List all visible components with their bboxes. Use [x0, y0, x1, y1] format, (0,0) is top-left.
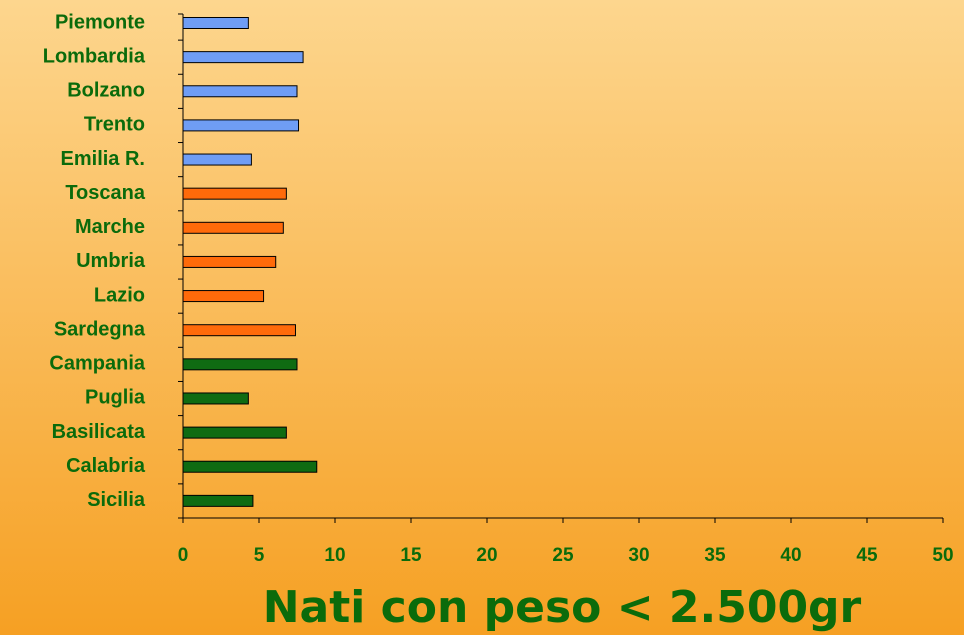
y-tick-label: Marche [75, 216, 145, 238]
y-tick-label: Umbria [76, 250, 146, 272]
x-tick-label: 45 [856, 545, 878, 566]
bar [182, 153, 252, 166]
y-tick-label: Sardegna [54, 318, 146, 340]
bar [182, 358, 298, 371]
x-tick-label: 30 [628, 545, 649, 566]
x-tick-label: 10 [324, 545, 345, 566]
bar [182, 119, 300, 132]
x-tick-label: 5 [254, 545, 265, 566]
bar [182, 187, 287, 200]
bar [182, 494, 254, 507]
bar [182, 290, 265, 303]
y-tick-label: Lazio [94, 284, 145, 306]
bar [182, 51, 304, 64]
y-tick-label: Basilicata [52, 421, 146, 443]
bar [182, 221, 284, 234]
y-tick-label: Lombardia [43, 45, 146, 67]
bar [182, 17, 249, 29]
x-tick-label: 25 [552, 545, 574, 566]
bar [182, 255, 277, 268]
bar [182, 324, 296, 337]
y-tick-label: Emilia R. [61, 148, 145, 170]
x-tick-label: 35 [704, 545, 726, 566]
x-tick-label: 0 [178, 545, 189, 566]
y-tick-label: Sicilia [87, 489, 146, 511]
y-tick-label: Campania [49, 353, 145, 375]
x-tick-label: 15 [400, 545, 422, 566]
x-tick-label: 40 [780, 545, 801, 566]
bar [182, 392, 249, 405]
x-tick-label: 50 [932, 545, 953, 566]
y-tick-label: Piemonte [55, 11, 145, 33]
y-tick-label: Puglia [85, 387, 146, 409]
y-tick-label: Calabria [66, 455, 146, 477]
y-tick-label: Toscana [65, 182, 146, 204]
y-tick-label: Bolzano [67, 80, 145, 102]
x-tick-label: 20 [476, 545, 497, 566]
bar [182, 426, 287, 439]
y-tick-label: Trento [84, 114, 145, 136]
axis-title: Nati con peso < 2.500gr [263, 582, 862, 633]
bar [182, 85, 298, 98]
bar [182, 460, 318, 473]
